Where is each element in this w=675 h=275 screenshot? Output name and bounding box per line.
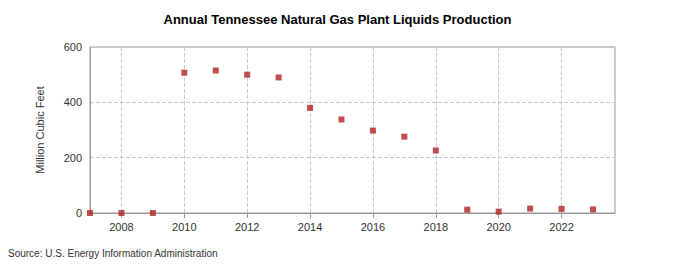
- svg-text:2022: 2022: [549, 221, 573, 233]
- svg-text:400: 400: [64, 96, 82, 108]
- svg-text:Source: U.S. Energy Informatio: Source: U.S. Energy Information Administ…: [8, 248, 218, 259]
- svg-text:2016: 2016: [361, 221, 385, 233]
- svg-text:0: 0: [76, 207, 82, 219]
- svg-text:2014: 2014: [298, 221, 322, 233]
- svg-text:2010: 2010: [172, 221, 196, 233]
- svg-text:2020: 2020: [486, 221, 510, 233]
- svg-text:Annual Tennessee Natural Gas P: Annual Tennessee Natural Gas Plant Liqui…: [164, 12, 512, 27]
- svg-text:2012: 2012: [235, 221, 259, 233]
- svg-text:600: 600: [64, 41, 82, 53]
- svg-text:Million Cubic Feet: Million Cubic Feet: [34, 86, 46, 173]
- svg-text:2008: 2008: [109, 221, 133, 233]
- svg-text:200: 200: [64, 152, 82, 164]
- svg-text:2018: 2018: [424, 221, 448, 233]
